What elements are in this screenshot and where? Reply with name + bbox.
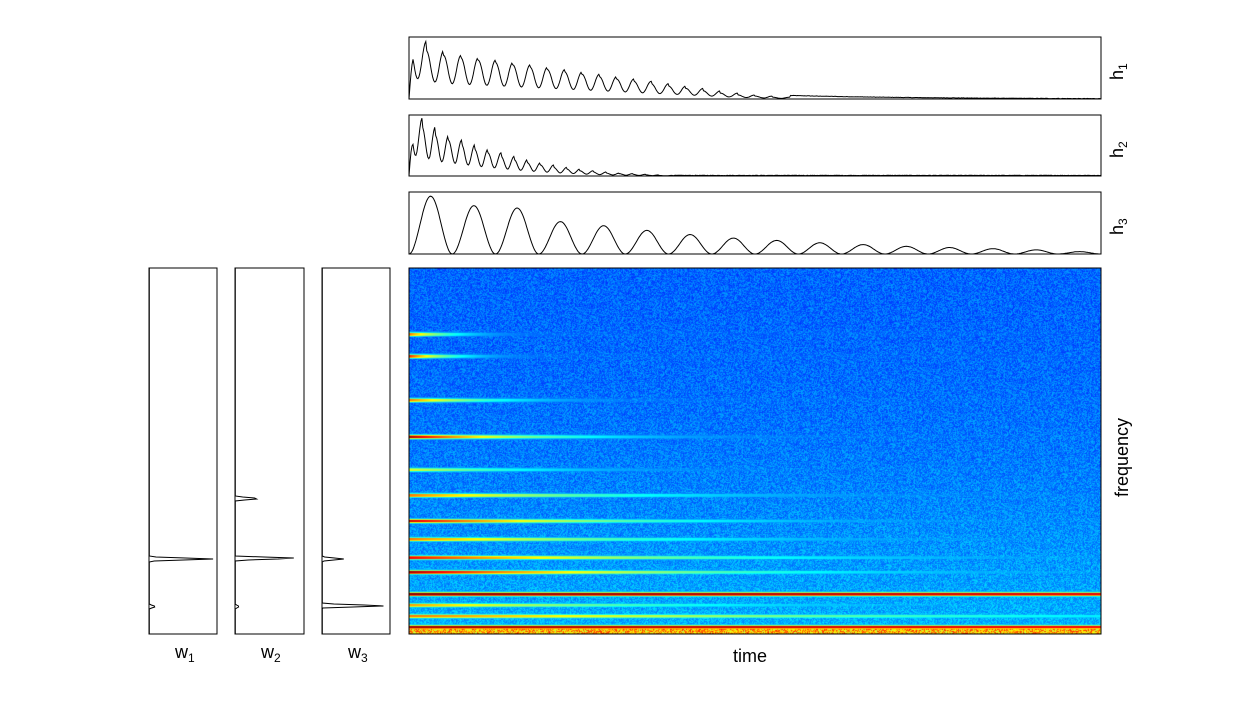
w3-label: w3	[348, 642, 368, 665]
h1-label: h1	[1107, 63, 1130, 80]
w2-panel	[234, 267, 305, 635]
h2-activation-line	[408, 118, 1102, 177]
h2-label: h2	[1107, 141, 1130, 158]
w3-basis-line	[321, 268, 384, 634]
spectrogram-panel	[408, 267, 1102, 635]
w1-panel	[148, 267, 218, 635]
h3-label: h3	[1107, 218, 1130, 235]
h1-activation-line	[408, 39, 1102, 100]
frequency-axis-label: frequency	[1112, 417, 1132, 497]
w1-basis-line	[148, 268, 214, 634]
w2-label: w2	[261, 642, 281, 665]
w3-panel	[321, 267, 391, 635]
w2-basis-line	[234, 268, 294, 634]
h3-panel	[408, 191, 1102, 255]
h1-panel	[408, 36, 1102, 100]
time-axis-label: time	[733, 646, 768, 666]
spectrogram-heatmap	[409, 268, 1101, 634]
h3-activation-line	[408, 195, 1101, 255]
h2-panel	[408, 114, 1102, 177]
w1-label: w1	[175, 642, 195, 665]
